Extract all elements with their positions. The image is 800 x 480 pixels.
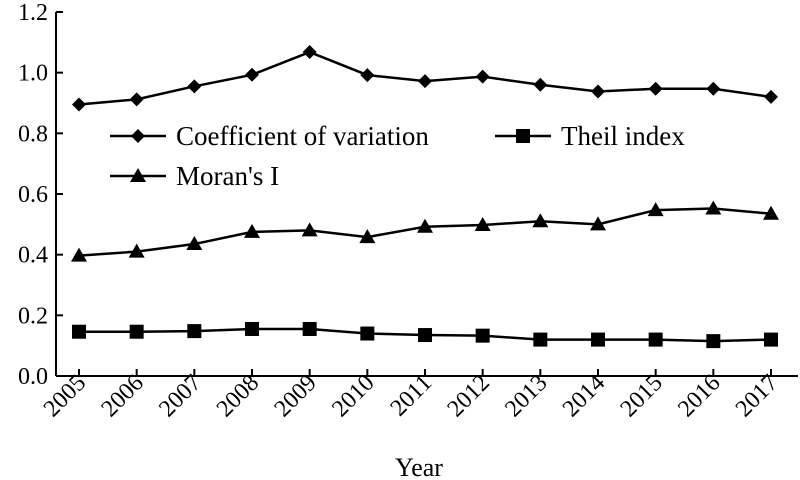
axes: 0.00.20.40.60.81.01.2 2005 2006 2007 2008 20… <box>18 0 798 422</box>
legend-item-coefficient-of-variation: Coefficient of variation <box>110 121 429 151</box>
data-point-moran-s-i <box>71 247 87 262</box>
x-tick-label: 2017 <box>731 370 783 422</box>
data-point-moran-s-i <box>590 216 606 231</box>
x-tick-label: 2010 <box>327 370 379 422</box>
legend-label: Moran's I <box>176 161 279 191</box>
data-point-theil-index <box>129 324 144 339</box>
y-tick-label: 1.0 <box>18 61 48 87</box>
legend: Coefficient of variation Theil index Moran… <box>110 121 685 191</box>
legend-label: Theil index <box>561 121 685 151</box>
data-point-moran-s-i <box>128 243 145 258</box>
series-moran-s-i <box>71 200 779 262</box>
data-point-theil-index <box>187 324 202 339</box>
x-tick-label: 2013 <box>500 370 552 422</box>
data-point-coefficient-of-variation <box>302 45 317 60</box>
data-point-coefficient-of-variation <box>533 77 548 92</box>
data-point-theil-index <box>302 321 317 336</box>
x-tick-label: 2012 <box>443 370 495 422</box>
data-point-theil-index <box>706 334 721 349</box>
data-point-coefficient-of-variation <box>418 74 432 89</box>
x-tick-label: 2014 <box>558 370 610 422</box>
data-point-theil-index <box>764 332 778 347</box>
series-theil-index <box>72 321 778 349</box>
data-point-moran-s-i <box>763 205 779 220</box>
data-point-coefficient-of-variation <box>360 68 375 83</box>
data-point-moran-s-i <box>647 202 664 217</box>
legend-label: Coefficient of variation <box>176 121 429 151</box>
data-point-theil-index <box>72 324 86 339</box>
data-point-coefficient-of-variation <box>72 97 86 112</box>
x-tick-label: 2007 <box>154 370 206 422</box>
y-tick-label: 0.0 <box>18 364 48 390</box>
x-tick-label: 2016 <box>673 370 725 422</box>
data-point-moran-s-i <box>301 222 318 237</box>
x-tick-label: 2015 <box>616 370 668 422</box>
legend-marker <box>130 168 146 182</box>
x-tick-label: 2006 <box>97 370 149 422</box>
data-point-theil-index <box>591 332 605 347</box>
data-point-coefficient-of-variation <box>129 92 144 107</box>
data-point-theil-index <box>648 332 663 347</box>
data-point-coefficient-of-variation <box>591 84 605 99</box>
data-point-moran-s-i <box>359 229 376 244</box>
legend-item-theil-index: Theil index <box>495 121 685 151</box>
y-tick-label: 0.2 <box>18 303 48 329</box>
data-point-coefficient-of-variation <box>475 69 490 84</box>
y-ticks: 0.0 0.2 0.4 0.6 0.8 1.0 1.2 <box>18 0 63 390</box>
data-point-moran-s-i <box>417 218 433 233</box>
y-tick-label: 0.8 <box>18 121 48 147</box>
series-coefficient-of-variation <box>72 45 778 112</box>
legend-marker <box>131 129 145 143</box>
data-point-theil-index <box>245 321 259 336</box>
data-point-coefficient-of-variation <box>187 79 202 94</box>
data-point-moran-s-i <box>705 200 722 215</box>
x-tick-label: 2008 <box>212 370 264 422</box>
data-point-coefficient-of-variation <box>648 81 663 96</box>
series-layer <box>71 45 779 349</box>
data-point-moran-s-i <box>244 223 260 238</box>
data-point-moran-s-i <box>186 236 203 251</box>
y-tick-label: 1.2 <box>18 0 48 26</box>
data-point-theil-index <box>418 328 432 343</box>
data-point-moran-s-i <box>474 216 491 231</box>
data-point-coefficient-of-variation <box>706 81 721 96</box>
data-point-coefficient-of-variation <box>245 67 259 82</box>
y-tick-label: 0.4 <box>18 243 48 269</box>
data-point-coefficient-of-variation <box>764 89 778 104</box>
legend-item-moran-s-i: Moran's I <box>110 161 279 191</box>
data-point-moran-s-i <box>532 213 549 228</box>
legend-marker <box>516 129 530 143</box>
x-axis-title: Year <box>395 453 443 480</box>
data-point-theil-index <box>475 328 490 343</box>
x-tick-label: 2011 <box>386 370 438 422</box>
data-point-theil-index <box>533 332 548 347</box>
data-point-theil-index <box>360 326 375 341</box>
x-tick-label: 2009 <box>270 370 322 422</box>
y-tick-label: 0.6 <box>18 182 48 208</box>
